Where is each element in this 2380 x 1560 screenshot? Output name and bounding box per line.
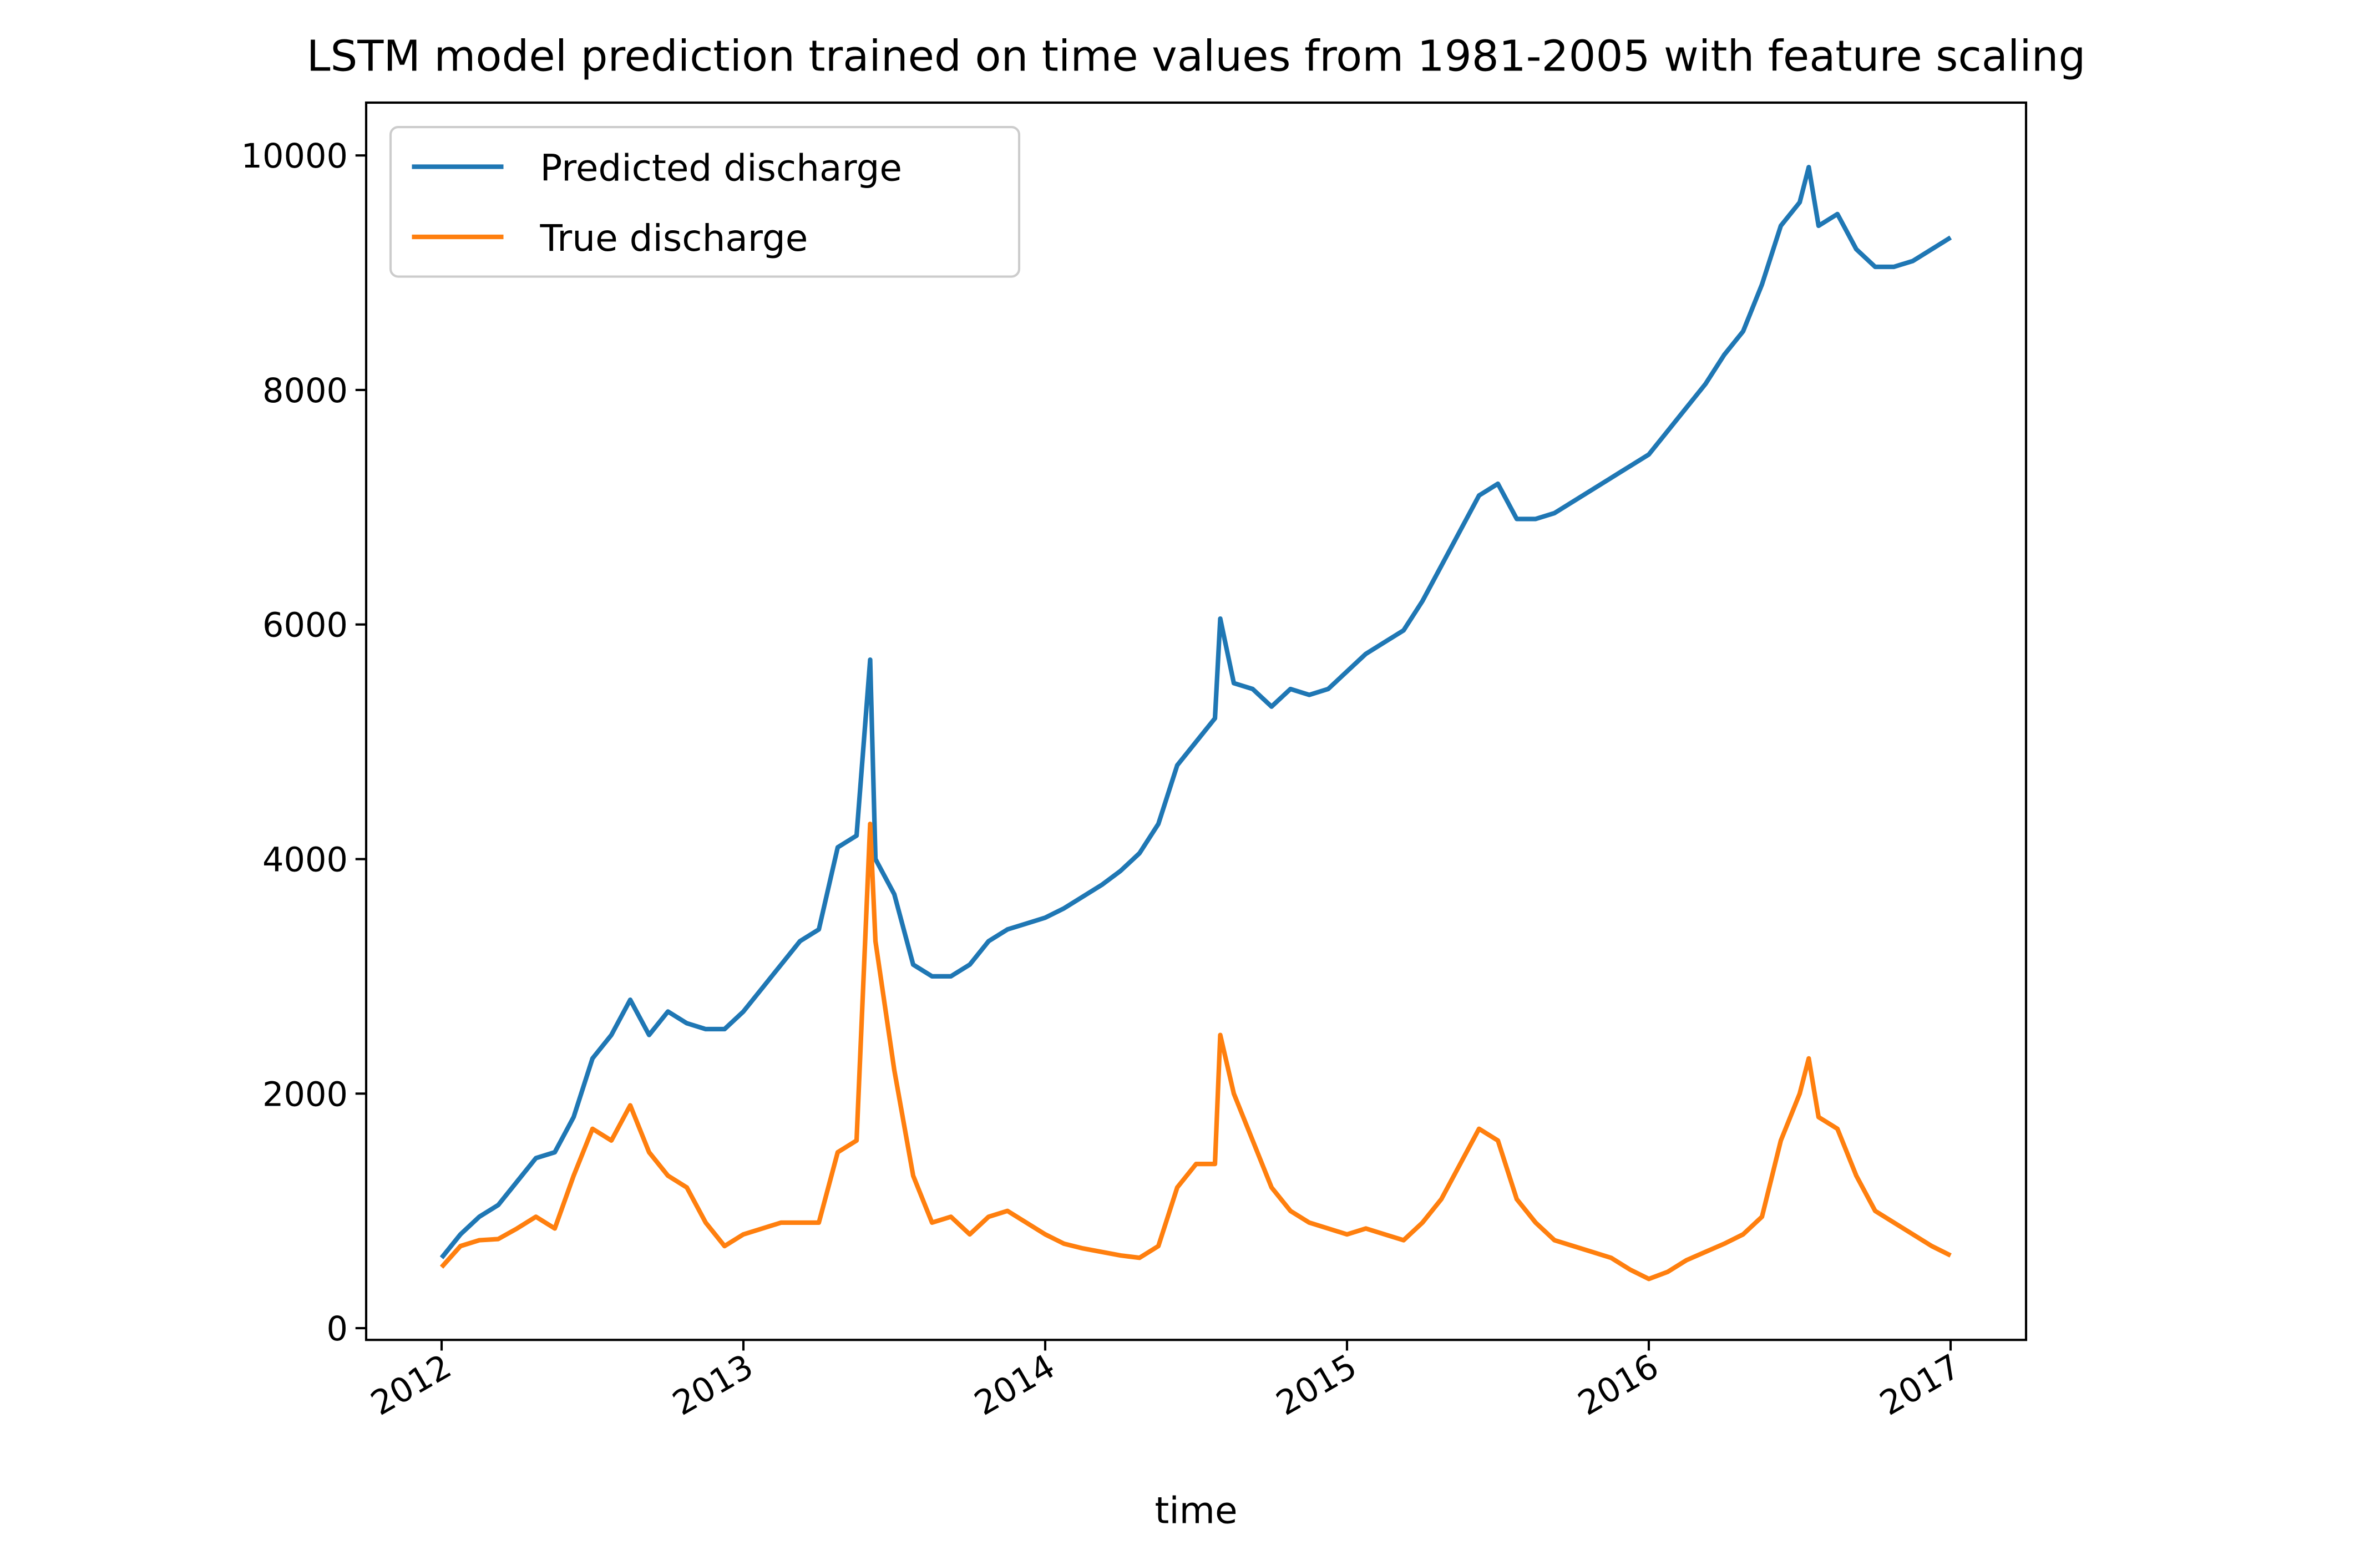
y-tick-label: 6000 xyxy=(262,606,348,645)
y-tick-label: 8000 xyxy=(262,372,348,411)
plot-frame xyxy=(364,101,2028,1341)
legend-box xyxy=(389,125,1021,278)
data-line xyxy=(439,165,1952,1259)
y-tick-label: 2000 xyxy=(262,1075,348,1114)
chart-title: LSTM model prediction trained on time va… xyxy=(307,32,2086,81)
x-axis-label: time xyxy=(1154,1489,1237,1532)
legend-label: True discharge xyxy=(540,217,808,260)
data-line xyxy=(439,821,1952,1282)
y-tick-label: 10000 xyxy=(241,137,348,176)
y-tick-label: 4000 xyxy=(262,841,348,880)
legend-label: Predicted discharge xyxy=(540,146,902,189)
legend: Predicted discharge True discharge xyxy=(389,125,1021,278)
y-tick-label: 0 xyxy=(327,1310,348,1349)
